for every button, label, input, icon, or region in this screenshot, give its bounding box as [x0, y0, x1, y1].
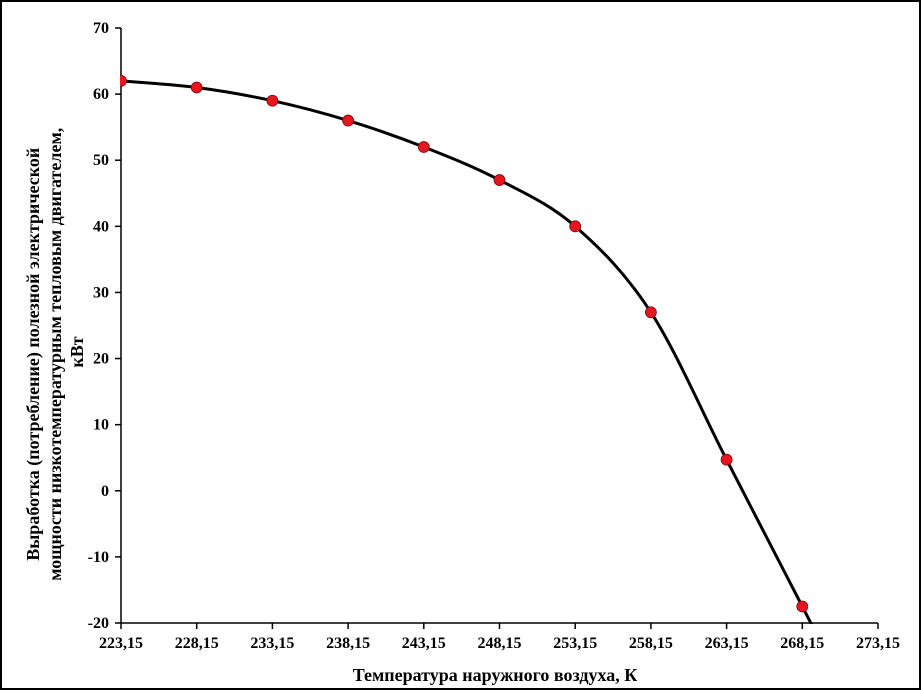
x-tick-label: 228,15: [175, 635, 219, 652]
x-tick-label: 233,15: [250, 635, 294, 652]
x-tick-label: 268,15: [780, 635, 824, 652]
y-tick-label: 20: [93, 351, 109, 368]
data-point: [342, 114, 355, 127]
x-tick-label: 253,15: [553, 635, 597, 652]
x-tick-label: 238,15: [326, 635, 370, 652]
x-tick-label: 263,15: [705, 635, 749, 652]
data-point: [417, 141, 430, 153]
tick-labels: -20 -10 0 10 20 30 40 50 60 70 223,15 228,15 233,15 2…: [88, 20, 900, 652]
y-axis-title-line-2: мощности низкотемпературным тепловым дви…: [45, 128, 65, 581]
data-point: [796, 600, 809, 613]
data-point: [720, 453, 733, 466]
y-tick-label: 60: [93, 86, 109, 103]
y-tick-label: 10: [93, 417, 109, 434]
x-tick-label: 273,15: [856, 635, 900, 652]
data-point: [120, 74, 127, 87]
y-tick-label: 70: [93, 20, 109, 37]
x-tick-label: 248,15: [478, 635, 522, 652]
y-axis-title-line-1: Выработка (потребление) полезной электри…: [23, 148, 44, 561]
y-axis-title: Выработка (потребление) полезной электри…: [23, 123, 87, 580]
data-point: [493, 174, 506, 186]
y-tick-label: -10: [88, 549, 109, 566]
series-layer: [120, 74, 814, 624]
data-point: [266, 94, 279, 107]
y-tick-label: 50: [93, 152, 109, 169]
x-axis-title: Температура наружного воздуха, К: [353, 665, 638, 685]
y-tick-label: -20: [88, 615, 109, 632]
x-tick-label: 258,15: [629, 635, 673, 652]
data-point: [569, 220, 582, 233]
data-point: [645, 306, 657, 319]
y-tick-label: 0: [101, 483, 109, 500]
x-tick-label: 243,15: [402, 635, 446, 652]
x-tick-label: 223,15: [99, 635, 143, 652]
y-tick-label: 40: [93, 218, 109, 235]
y-tick-label: 30: [93, 284, 109, 301]
series-line: [120, 79, 814, 624]
axes: [115, 27, 879, 629]
data-point: [190, 81, 203, 94]
y-axis-title-line-3: кВт: [67, 336, 87, 367]
